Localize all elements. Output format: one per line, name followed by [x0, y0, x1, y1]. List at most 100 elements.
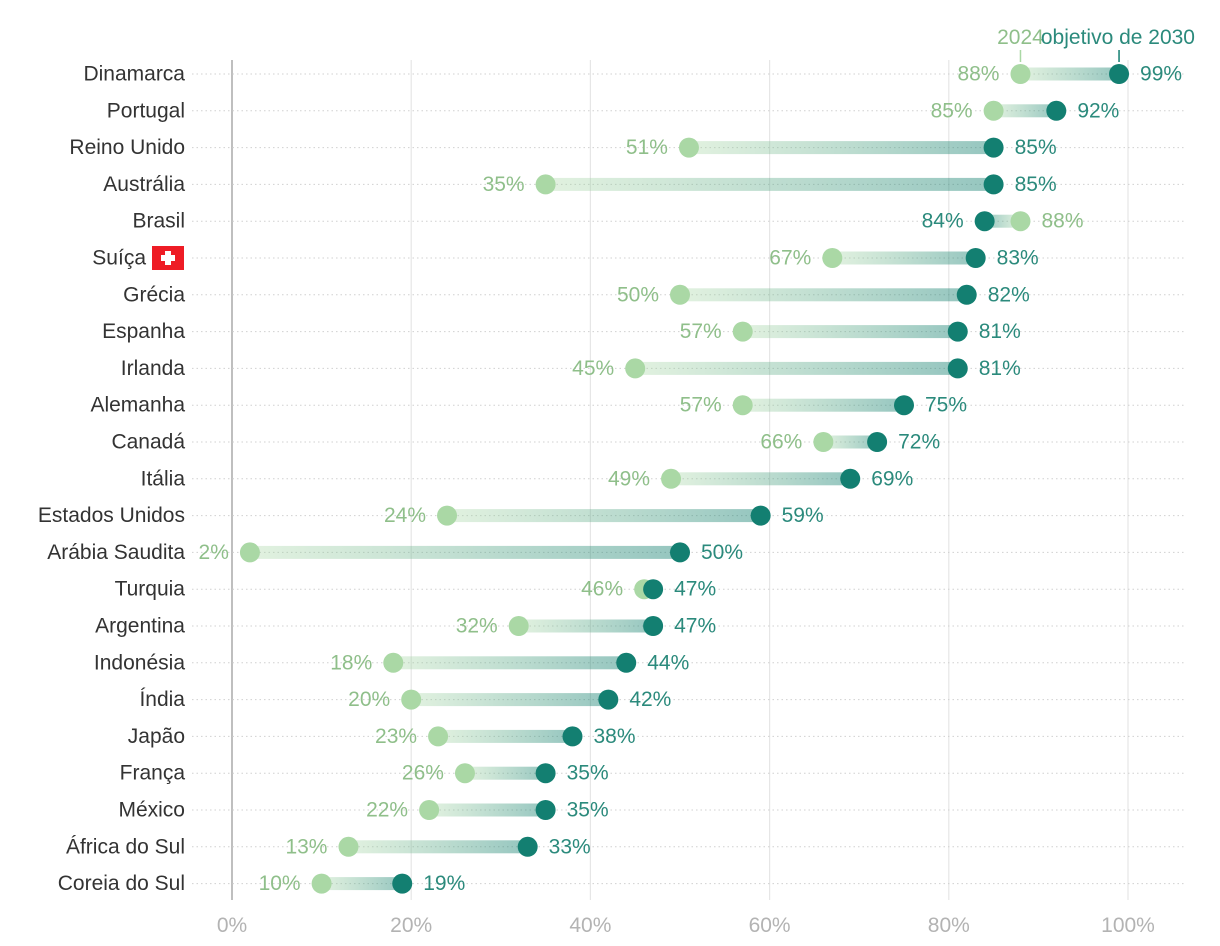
value-label-2030: 85% — [1015, 173, 1057, 196]
value-label-2030: 99% — [1140, 63, 1182, 86]
value-label-2030: 92% — [1077, 99, 1119, 122]
value-label-2030: 38% — [593, 725, 635, 748]
connector-bar — [447, 509, 761, 523]
dot-2030-target — [983, 174, 1004, 195]
dot-2024 — [732, 395, 753, 416]
category-label: Índia — [139, 688, 185, 711]
value-label-2024: 13% — [285, 835, 327, 858]
connector-bar — [671, 472, 851, 486]
value-label-2030: 72% — [898, 431, 940, 454]
dot-2024 — [338, 836, 359, 857]
value-label-2030: 81% — [979, 320, 1021, 343]
category-label: Japão — [128, 725, 185, 748]
value-label-2024: 24% — [384, 504, 426, 527]
category-label: Dinamarca — [83, 63, 185, 86]
dot-2030-target — [517, 836, 538, 857]
value-label-2024: 26% — [402, 762, 444, 785]
connector-bar — [411, 693, 609, 707]
value-label-2030: 85% — [1015, 136, 1057, 159]
category-label: Brasil — [132, 210, 185, 233]
x-tick-label: 20% — [390, 914, 432, 937]
x-tick-label: 0% — [217, 914, 247, 937]
value-label-2024: 20% — [348, 688, 390, 711]
dot-2024 — [732, 321, 753, 342]
x-tick-label: 80% — [928, 914, 970, 937]
value-label-2024: 50% — [617, 283, 659, 306]
dot-2024 — [454, 763, 475, 784]
value-label-2024: 49% — [608, 467, 650, 490]
dot-2024 — [983, 100, 1004, 121]
category-label: Grécia — [123, 283, 185, 306]
value-label-2030: 59% — [782, 504, 824, 527]
dot-2024 — [822, 248, 843, 268]
connector-bar — [742, 325, 958, 339]
category-label: Turquia — [115, 578, 186, 601]
connector-bar — [249, 545, 681, 559]
dot-2030-target — [956, 284, 977, 305]
category-label: África do Sul — [66, 835, 185, 858]
dot-2030-target — [840, 468, 861, 489]
dot-2024 — [428, 726, 449, 747]
connector-bar — [393, 656, 627, 670]
category-label: França — [120, 762, 186, 785]
category-label: México — [118, 799, 185, 822]
value-label-2024: 32% — [456, 615, 498, 638]
value-label-2030: 44% — [647, 651, 689, 674]
dot-2024 — [419, 800, 440, 820]
category-label: Austrália — [103, 173, 185, 196]
bar-layer — [239, 64, 1130, 894]
dot-2024 — [661, 468, 682, 489]
value-label-2024: 57% — [680, 320, 722, 343]
dot-2030-target — [598, 689, 619, 710]
connector-bar — [464, 766, 546, 780]
value-label-2024: 85% — [931, 99, 973, 122]
x-tick-label: 60% — [749, 914, 791, 937]
category-label: Argentina — [95, 615, 185, 638]
dot-2030-target — [535, 800, 556, 820]
dot-2030-target — [947, 321, 968, 342]
legend-end-label: objetivo de 2030 — [1041, 26, 1195, 49]
dot-2024 — [535, 174, 556, 195]
value-label-2030: 33% — [549, 835, 591, 858]
swiss-flag-icon — [152, 246, 184, 270]
value-label-2024: 10% — [259, 872, 301, 895]
dot-2030-target — [535, 763, 556, 784]
connector-bar — [1020, 67, 1120, 81]
value-label-2024: 67% — [769, 247, 811, 270]
dot-2030-target — [392, 873, 413, 894]
dot-2030-target — [947, 358, 968, 379]
label-layer: Dinamarca 88% 99% Portugal 85% 92% Reino Unido… — [38, 63, 1182, 896]
connector-bar — [321, 877, 403, 891]
category-label: Portugal — [107, 99, 185, 122]
category-label: Espanha — [102, 320, 185, 343]
dot-2024 — [678, 137, 699, 158]
dot-2030-target — [562, 726, 583, 747]
category-label: Reino Unido — [69, 136, 185, 159]
dot-2030-target — [643, 616, 664, 636]
value-label-2030: 42% — [629, 688, 671, 711]
connector-bar — [688, 141, 994, 155]
value-label-2024: 45% — [572, 357, 614, 380]
value-label-2030: 47% — [674, 615, 716, 638]
dot-2024 — [670, 284, 690, 305]
dot-2024 — [1010, 64, 1031, 84]
connector-bar — [993, 104, 1057, 118]
dot-2024 — [813, 432, 834, 452]
dot-2030-target — [616, 652, 637, 673]
value-label-2024: 57% — [680, 394, 722, 417]
value-label-2030: 47% — [674, 578, 716, 601]
value-label-2024: 23% — [375, 725, 417, 748]
connector-bar — [635, 361, 958, 375]
value-label-2024: 22% — [366, 799, 408, 822]
dot-2030-target — [1046, 100, 1067, 121]
dot-2030-target — [750, 505, 771, 526]
value-label-2030: 82% — [988, 283, 1030, 306]
dot-2024 — [383, 652, 404, 673]
dot-2030-target — [983, 137, 1004, 158]
value-label-2030: 75% — [925, 394, 967, 417]
dot-2024 — [625, 358, 646, 379]
category-label: Arábia Saudita — [47, 541, 185, 564]
flag-cross-horizontal — [161, 255, 175, 261]
legend: 2024 objetivo de 2030 — [997, 26, 1195, 62]
